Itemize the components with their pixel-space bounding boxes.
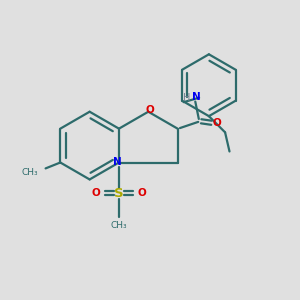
Text: N: N <box>113 157 122 167</box>
Text: O: O <box>92 188 101 198</box>
Text: CH₃: CH₃ <box>22 168 38 177</box>
Text: CH₃: CH₃ <box>111 221 127 230</box>
Text: N: N <box>192 92 201 102</box>
Text: S: S <box>114 187 124 200</box>
Text: O: O <box>212 118 221 128</box>
Text: H: H <box>183 93 190 103</box>
Text: O: O <box>146 105 154 115</box>
Text: O: O <box>137 188 146 198</box>
